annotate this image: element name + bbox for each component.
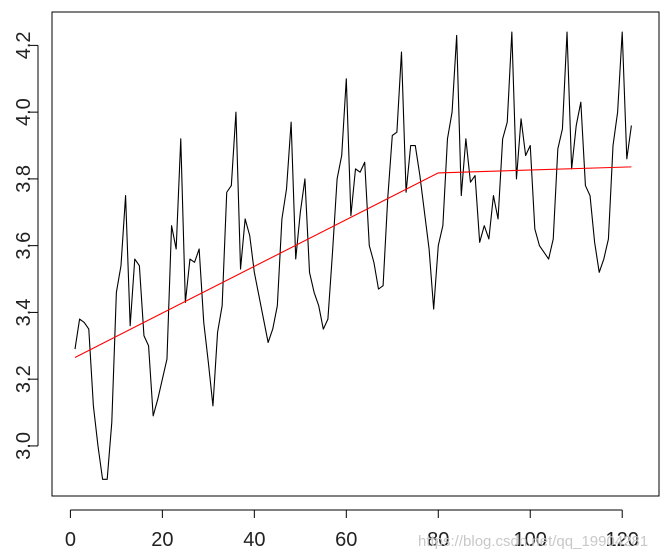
y-tick-label: 3.8 [13, 165, 35, 193]
series-layer [74, 31, 632, 480]
series-line-2 [74, 166, 632, 358]
x-tick-label: 20 [151, 529, 173, 551]
watermark-text: https://blog.csdn.net/qq_19904281 [418, 533, 648, 550]
x-tick-label: 100 [514, 529, 547, 551]
y-tick-label: 3.6 [13, 232, 35, 260]
plot-area [51, 11, 660, 497]
y-tick-label: 4.2 [13, 31, 35, 59]
x-tick-label: 120 [606, 529, 639, 551]
y-tick-label: 3.4 [13, 299, 35, 327]
plot-frame [51, 11, 660, 497]
x-tick-label: 60 [335, 529, 357, 551]
y-tick-label: 3.0 [13, 432, 35, 460]
x-tick-label: 0 [65, 529, 76, 551]
x-tick-label: 80 [427, 529, 449, 551]
x-tick-label: 40 [243, 529, 265, 551]
y-tick-label: 3.2 [13, 365, 35, 393]
axes: 0 20 40 60 80 100 120 3.0 3.2 3.4 3.6 3.8 4.0 4.2 [13, 31, 639, 551]
series-line-1 [74, 31, 632, 480]
y-tick-label: 4.0 [13, 98, 35, 126]
